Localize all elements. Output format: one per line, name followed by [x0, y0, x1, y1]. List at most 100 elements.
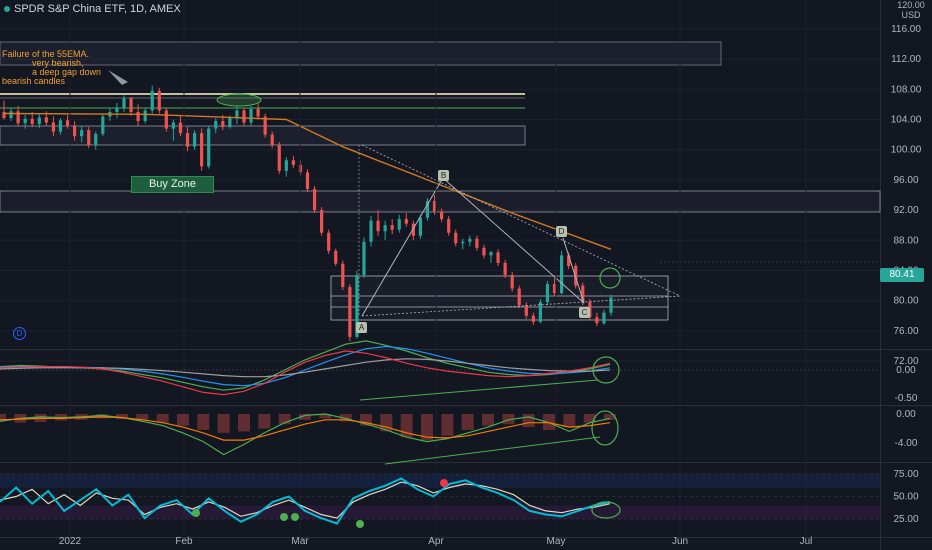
candle-body — [545, 284, 550, 303]
divergence-line — [384, 436, 601, 465]
x-tick-label: 2022 — [59, 536, 82, 547]
point-b-label[interactable]: B — [438, 170, 449, 181]
ema-55-line — [3, 112, 612, 250]
highlight-ellipse — [591, 501, 621, 519]
candle-body — [312, 188, 317, 211]
y-tick-label: 96.00 — [893, 175, 918, 186]
pattern-line-ac — [361, 295, 681, 317]
candle-body — [277, 145, 281, 171]
candle-body — [517, 288, 521, 306]
oversold-dot — [280, 513, 288, 521]
point-d-label[interactable]: D — [556, 226, 567, 237]
candle-body — [503, 262, 507, 275]
pattern-line-dc — [562, 237, 585, 304]
indicator-marker[interactable]: D — [13, 327, 26, 340]
candle-body — [235, 110, 239, 119]
highlight-ellipse — [591, 410, 619, 446]
y-tick-label: 50.00 — [893, 492, 918, 503]
candle-body — [567, 255, 571, 266]
candle-body — [496, 252, 500, 263]
candle-body — [355, 274, 359, 337]
histogram-bar — [258, 414, 271, 429]
candle-body — [58, 120, 63, 132]
overbought-band — [0, 474, 880, 488]
candle-body — [475, 238, 479, 248]
candle-body — [362, 241, 366, 275]
candle-body — [143, 110, 147, 122]
annotation-notes[interactable]: Failure of the 55EMA. very bearish, a de… — [2, 50, 122, 86]
highlight-circle — [599, 267, 621, 289]
y-tick-label: 112.00 — [891, 54, 921, 65]
candle-body — [510, 274, 514, 289]
histogram-bar — [421, 414, 433, 441]
candle-body — [221, 121, 225, 128]
candle-body — [334, 250, 338, 264]
x-tick-label: Apr — [428, 536, 444, 547]
oversold-band — [0, 505, 880, 519]
candle-body — [390, 225, 394, 230]
highlight-circle — [592, 356, 620, 384]
candle-body — [482, 247, 486, 256]
candle-body — [242, 110, 246, 123]
candle-body — [101, 116, 105, 134]
y-tick-label: 0.00 — [896, 365, 916, 376]
candle-body — [327, 232, 331, 251]
buy-zone-label[interactable]: Buy Zone — [131, 176, 214, 193]
candle-body — [538, 302, 543, 322]
histogram-bar — [238, 414, 250, 432]
candle-body — [454, 232, 458, 244]
candle-body — [432, 201, 437, 212]
histogram-bar — [441, 414, 454, 436]
point-c-label[interactable]: C — [579, 307, 590, 318]
point-a-label[interactable]: A — [356, 322, 367, 333]
indicator-line — [0, 340, 611, 391]
arrow-icon — [108, 70, 128, 85]
candle-body — [425, 201, 430, 218]
candle-body — [609, 297, 613, 313]
status-dot-icon — [4, 6, 10, 12]
histogram-bar — [502, 414, 515, 425]
candle-body — [164, 110, 168, 129]
rsi-line — [0, 477, 611, 525]
y-tick-label: -0.50 — [895, 393, 918, 404]
candle-body — [185, 133, 190, 147]
histogram-bar — [360, 414, 372, 426]
current-price-tag: 80.41 — [880, 268, 924, 282]
candle-body — [200, 133, 204, 167]
candle-body — [192, 133, 197, 147]
histogram-bar — [197, 414, 210, 430]
candle-body — [369, 220, 373, 242]
macd-line — [0, 416, 611, 441]
candle-body — [489, 252, 493, 256]
divergence-line — [359, 379, 599, 401]
candle-body — [559, 255, 564, 294]
candle-body — [320, 210, 324, 233]
note-line: bearish candles — [2, 76, 66, 86]
histogram-bar — [116, 414, 128, 420]
y-tick-label: 88.00 — [893, 235, 918, 246]
candle-body — [524, 305, 528, 316]
candle-body — [178, 122, 183, 134]
histogram-bar — [0, 414, 6, 422]
candle-body — [94, 133, 98, 146]
pane-separator — [0, 462, 932, 463]
currency-label: 120.00 USD — [894, 0, 928, 20]
chart-title: SPDR S&P China ETF, 1D, AMEX — [4, 3, 181, 15]
candle-body — [418, 217, 423, 236]
candle-body — [157, 90, 161, 111]
note-line: a deep gap down — [32, 67, 102, 77]
indicator-line — [0, 345, 611, 387]
histogram-bar — [299, 414, 311, 420]
candle-body — [256, 108, 260, 117]
histogram-bar — [563, 414, 576, 428]
indicator-line — [0, 350, 611, 396]
candle-body — [348, 287, 352, 337]
candle-body — [207, 128, 211, 167]
pattern-line-bc — [442, 177, 585, 304]
candle-body — [305, 172, 310, 189]
candle-body — [122, 98, 126, 108]
y-tick-label: 108.00 — [891, 84, 922, 95]
histogram-bar — [543, 414, 555, 430]
